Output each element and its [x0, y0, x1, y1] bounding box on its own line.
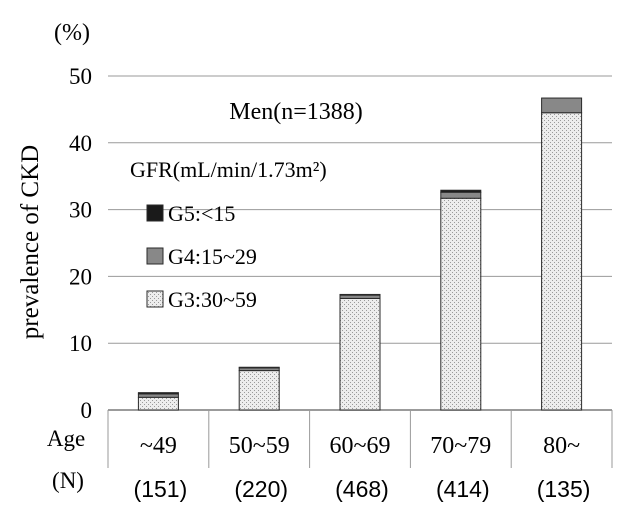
legend-title: GFR(mL/min/1.73m²)	[130, 157, 327, 182]
x-category-labels: ~49 50~59 60~69 70~79 80~	[140, 433, 580, 459]
n-label: (414)	[436, 476, 490, 502]
y-tick-labels: 0 10 20 30 40 50	[69, 64, 92, 423]
n-label: (468)	[335, 476, 389, 502]
bar-segment	[440, 191, 482, 199]
n-label: (220)	[234, 476, 288, 502]
grid-lines	[107, 75, 613, 468]
y-tick-label: 10	[69, 331, 92, 356]
bars	[137, 97, 583, 411]
bar-segment	[541, 112, 583, 411]
x-row-label: Age	[47, 426, 85, 451]
bar-segment	[137, 392, 179, 395]
x-tick-label: 70~79	[430, 433, 491, 459]
bar-segment	[137, 393, 179, 398]
legend-label: G3:30~59	[168, 287, 257, 312]
chart-title: Men(n=1388)	[229, 99, 363, 125]
n-row-label: (N)	[52, 468, 84, 493]
y-tick-label: 40	[69, 131, 92, 156]
n-label: (135)	[537, 476, 591, 502]
x-tick-label: ~49	[140, 433, 177, 459]
n-labels: (151) (220) (468) (414) (135)	[134, 476, 591, 502]
bar-segment	[339, 293, 381, 296]
y-tick-label: 0	[81, 398, 93, 423]
legend-swatch	[146, 204, 164, 222]
bar-segment	[339, 297, 381, 411]
bar-segment	[238, 366, 280, 369]
n-label: (151)	[134, 476, 188, 502]
x-tick-label: 60~69	[330, 433, 391, 459]
bar-segment	[440, 197, 482, 411]
y-tick-label: 30	[69, 198, 92, 223]
legend-label: G5:<15	[168, 201, 235, 226]
x-tick-label: 50~59	[229, 433, 290, 459]
bar-segment	[339, 294, 381, 299]
y-tick-label: 50	[69, 64, 92, 89]
bar-segment	[440, 189, 482, 193]
bar-segment	[541, 97, 583, 114]
bar-segment	[137, 396, 179, 411]
y-tick-label: 20	[69, 264, 92, 289]
y-axis-label: prevalence of CKD	[17, 145, 44, 339]
legend-label: G4:15~29	[168, 244, 257, 269]
legend-swatch	[146, 290, 164, 308]
x-tick-label: 80~	[543, 433, 580, 459]
bar-segment	[238, 370, 280, 411]
y-unit-label: (%)	[54, 20, 90, 46]
legend: GFR(mL/min/1.73m²) G5:<15 G4:15~29 G3:30~5…	[130, 157, 327, 312]
legend-swatch	[146, 247, 164, 265]
